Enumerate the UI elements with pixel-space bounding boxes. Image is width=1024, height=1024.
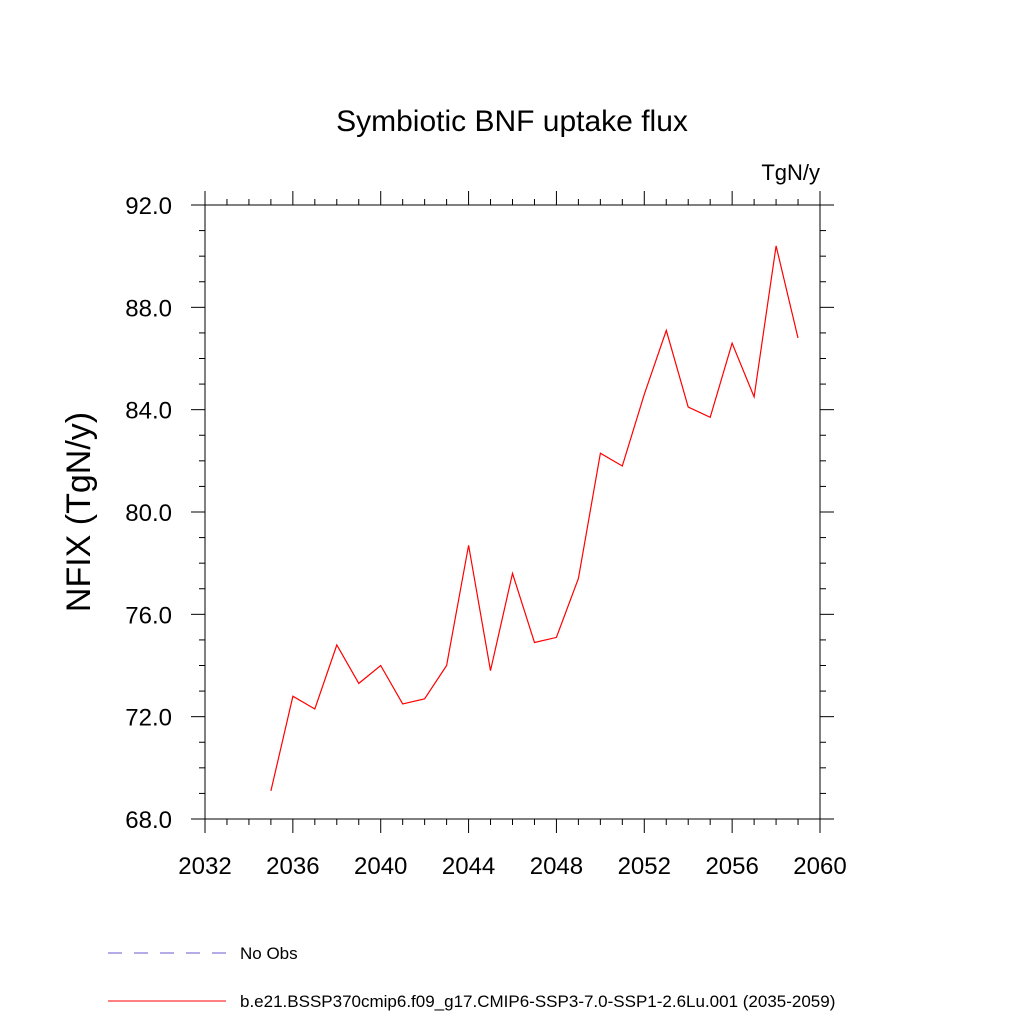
plot-frame (204, 204, 821, 820)
legend-label: No Obs (240, 944, 298, 963)
x-axis: 2032 2036 2040 2044 2048 2052 2056 2060 (178, 191, 847, 880)
y-tick-label: 72.0 (125, 705, 172, 732)
legend: No Obs b.e21.BSSP370cmip6.f09_g17.CMIP6-S… (108, 944, 835, 1011)
legend-label: b.e21.BSSP370cmip6.f09_g17.CMIP6-SSP3-7.… (240, 992, 835, 1011)
y-axis-title: NFIX (TgN/y) (60, 412, 98, 612)
series-group (270, 245, 799, 792)
y-tick-label: 92.0 (125, 193, 172, 220)
y-tick-label: 68.0 (125, 807, 172, 834)
units-label: TgN/y (761, 160, 820, 185)
y-tick-label: 80.0 (125, 500, 172, 527)
y-tick-label: 88.0 (125, 295, 172, 322)
series-line (270, 245, 799, 792)
chart-title: Symbiotic BNF uptake flux (336, 105, 688, 138)
x-tick-label: 2040 (354, 853, 407, 880)
x-tick-label: 2060 (793, 853, 846, 880)
x-tick-label: 2036 (266, 853, 319, 880)
y-tick-label: 76.0 (125, 602, 172, 629)
x-tick-label: 2032 (178, 853, 231, 880)
y-axis: 68.0 72.0 76.0 80.0 84.0 88.0 92.0 (125, 193, 834, 834)
x-tick-label: 2044 (442, 853, 495, 880)
x-tick-label: 2056 (705, 853, 758, 880)
x-tick-label: 2052 (618, 853, 671, 880)
y-tick-label: 84.0 (125, 398, 172, 425)
x-tick-label: 2048 (530, 853, 583, 880)
